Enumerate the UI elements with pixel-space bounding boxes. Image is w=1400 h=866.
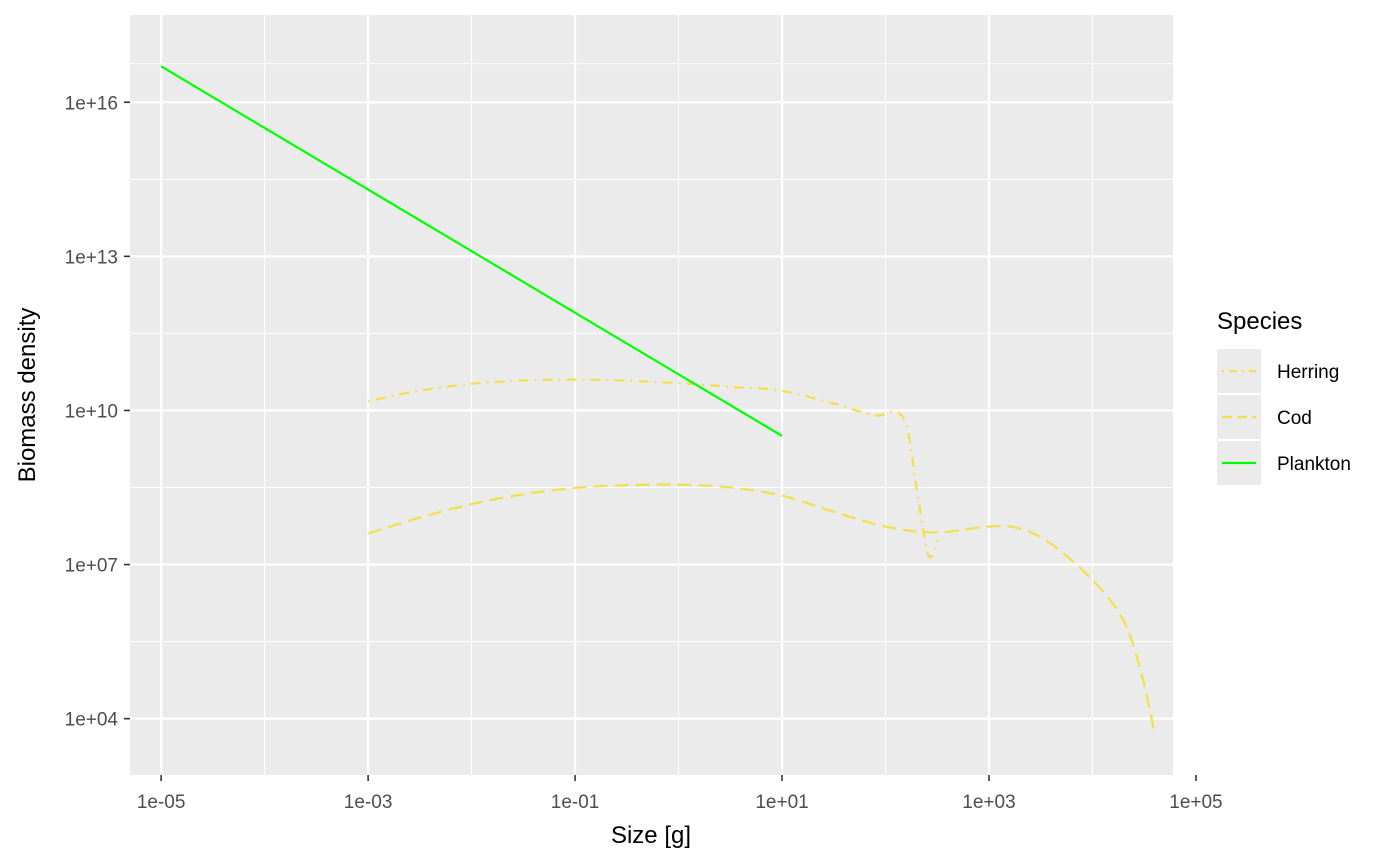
legend-title: Species [1217,308,1302,335]
x-tick-label: 1e-01 [551,792,600,813]
y-tick-label: 1e+10 [65,401,118,422]
y-axis-title: Biomass density [14,308,41,483]
x-axis-title: Size [g] [611,822,691,849]
plot-panel [130,15,1173,775]
legend-label-cod: Cod [1277,408,1312,429]
y-tick-label: 1e+04 [65,710,119,731]
y-tick-labels: 1e+04 1e+07 1e+10 1e+13 1e+16 [65,93,119,730]
x-tick-label: 1e-05 [137,792,186,813]
legend-label-plankton: Plankton [1277,454,1351,475]
y-tick-label: 1e+16 [65,93,118,114]
y-tick-label: 1e+07 [65,556,118,577]
series-line-cod [367,483,1156,735]
x-tick-label: 1e+05 [1169,792,1222,813]
x-tick-label: 1e+03 [962,792,1015,813]
x-tick-label: 1e-03 [344,792,393,813]
y-tick-label: 1e+13 [65,247,118,268]
series-line-plankton [160,65,783,437]
x-tick-label: 1e+01 [755,792,808,813]
series-line-herring [367,378,939,559]
legend: Species Herring Cod Plankton [1217,308,1351,485]
series-layer [160,65,1156,735]
grid-major [130,15,1198,775]
x-tick-labels: 1e-05 1e-03 1e-01 1e+01 1e+03 1e+05 [137,792,1223,813]
grid-minor [130,15,1173,775]
axis-ticks [124,101,1197,781]
legend-label-herring: Herring [1277,362,1339,383]
